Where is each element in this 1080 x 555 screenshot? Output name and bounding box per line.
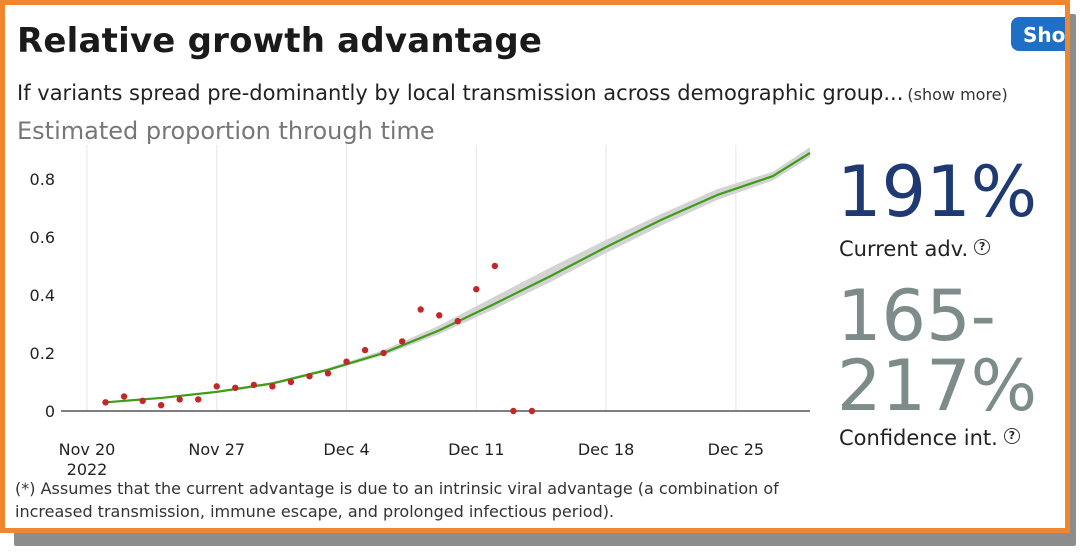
confidence-interval-label-text: Confidence int.	[839, 426, 998, 450]
confidence-interval-label: Confidence int.?	[839, 426, 1020, 450]
data-point	[157, 402, 165, 409]
data-point	[436, 312, 443, 319]
confidence-band	[105, 147, 811, 403]
y-tick-label: 0.2	[30, 344, 55, 363]
x-tick-label: Dec 11	[448, 440, 504, 459]
data-point	[269, 383, 276, 390]
current-adv-value: 191%	[837, 151, 1038, 233]
data-point	[139, 397, 146, 405]
x-tick-label: Dec 4	[323, 440, 369, 459]
help-icon[interactable]: ?	[974, 239, 991, 255]
data-point	[195, 396, 202, 403]
y-tick-label: 0.8	[30, 170, 55, 189]
data-point	[287, 378, 295, 386]
data-point	[102, 399, 109, 406]
y-tick-label: 0.6	[30, 228, 55, 247]
footnote: (*) Assumes that the current advantage i…	[15, 479, 779, 521]
data-point	[213, 383, 220, 390]
show-more-link[interactable]: (show more)	[907, 85, 1008, 104]
help-icon[interactable]: ?	[1003, 428, 1020, 444]
confidence-interval-value: 165-217%	[837, 275, 1038, 427]
description: If variants spread pre-dominantly by loc…	[17, 81, 1008, 105]
data-point	[361, 346, 369, 354]
y-tick-label: 0.4	[30, 286, 55, 305]
data-point	[454, 317, 461, 325]
fitted-line	[105, 151, 811, 404]
current-adv-label-text: Current adv.	[839, 237, 969, 261]
frame-shadow-right	[1068, 14, 1076, 534]
data-point	[306, 373, 313, 380]
description-text: If variants spread pre-dominantly by loc…	[17, 81, 904, 105]
data-point	[417, 306, 424, 313]
x-tick-label: Nov 20	[59, 440, 116, 459]
data-point	[176, 396, 183, 403]
growth-advantage-card: Relative growth advantage Sho If variant…	[0, 0, 1070, 533]
data-point	[324, 370, 332, 377]
x-tick-label: Nov 27	[188, 440, 245, 459]
data-point	[380, 349, 387, 357]
page-title: Relative growth advantage	[17, 21, 543, 61]
current-adv-label: Current adv.?	[839, 237, 991, 261]
chart-title: Estimated proportion through time	[17, 117, 435, 145]
data-point	[528, 407, 536, 415]
proportion-chart: Nov 20 Nov 27 Dec 4 Dec 11 Dec 18 Dec 25 2022 0…	[30, 145, 811, 475]
data-point	[343, 358, 350, 365]
data-point	[473, 286, 480, 293]
data-point	[250, 381, 258, 389]
x-tick-label: Dec 18	[578, 440, 634, 459]
data-point	[510, 407, 517, 415]
data-point	[491, 262, 499, 270]
data-point	[120, 393, 128, 400]
data-point	[232, 384, 239, 391]
x-tick-label: Dec 25	[708, 440, 764, 459]
show-button[interactable]: Sho	[1011, 17, 1065, 51]
data-point	[398, 338, 406, 345]
x-tick-sublabel: 2022	[67, 460, 108, 475]
frame-shadow-bottom	[14, 532, 1076, 546]
y-tick-label: 0	[45, 402, 55, 421]
